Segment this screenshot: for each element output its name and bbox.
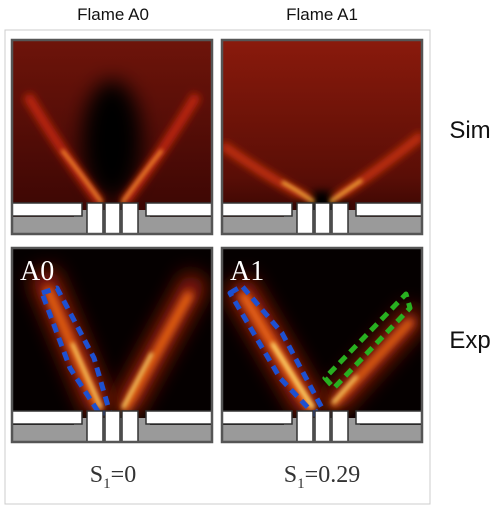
row-label: Sim <box>449 117 490 144</box>
figure: Flame A0 Flame A1 Sim Exp <box>0 0 503 506</box>
row-label: Exp <box>449 327 490 354</box>
column-title: Flame A1 <box>286 5 358 24</box>
column-title: Flame A0 <box>77 5 149 24</box>
panel-label: A1 <box>230 256 264 287</box>
swirl-symbol: S <box>90 462 103 488</box>
swirl-symbol: S <box>284 462 297 488</box>
swirl-subscript: 1 <box>297 476 305 492</box>
exp-panel: A0 <box>12 248 212 442</box>
swirl-value: =0 <box>111 462 137 488</box>
sim-panel <box>222 40 422 234</box>
swirl-subscript: 1 <box>103 476 111 492</box>
sim-panel <box>12 40 212 234</box>
swirl-label: S1=0 <box>90 462 136 492</box>
swirl-value: =0.29 <box>305 462 361 488</box>
exp-panel: A1 <box>222 248 422 442</box>
panel-label: A0 <box>20 256 54 287</box>
swirl-label: S1=0.29 <box>284 462 360 492</box>
